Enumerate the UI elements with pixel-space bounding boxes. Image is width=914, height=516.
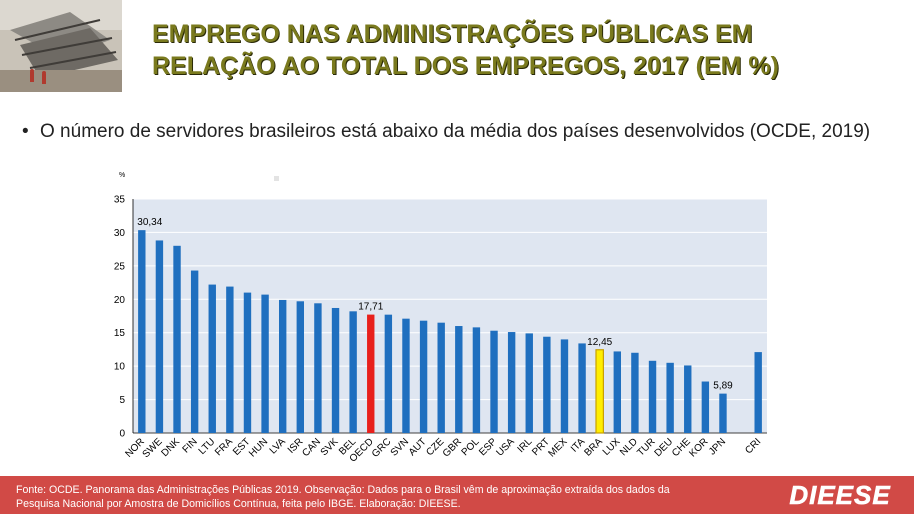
y-tick-label: 15 [114,328,126,339]
x-tick-label: TUR [635,436,657,458]
bar-hun [261,294,269,433]
x-tick-label: AUT [407,436,429,458]
x-tick-label: USA [494,436,517,459]
bar-bel [349,311,357,433]
bar-swe [155,240,164,433]
x-tick-label: SVK [319,436,341,458]
bar-prt [543,336,551,433]
bar-irl [525,333,533,433]
x-tick-label: NLD [618,436,640,458]
x-tick-label: SVN [389,436,411,458]
logo-text: DIEESE [789,480,890,510]
y-tick-label: 0 [119,429,125,440]
x-tick-label: GBR [441,436,464,459]
y-unit-label: % [119,172,125,179]
bar-oecd [367,314,375,433]
bar-cze [437,322,445,433]
y-tick-label: 30 [114,228,126,239]
x-tick-label: CRI [743,436,763,456]
bar-tur [648,360,657,433]
bar-usa [507,332,516,433]
bar-can [314,303,322,433]
data-label-nor: 30,34 [137,217,162,228]
data-label-jpn: 5,89 [713,381,733,392]
bar-chart: 05101520253035%NORSWEDNKFINLTUFRAESTHUNL… [114,172,767,465]
x-tick-label: CHE [670,436,693,459]
bar-dnk [173,245,181,433]
x-tick-label: GRC [370,436,394,460]
bullet-text: O número de servidores brasileiros está … [40,121,871,142]
bar-esp [490,330,498,433]
bar-aut [419,320,428,433]
bar-isr [296,301,305,433]
bar-nor [138,230,146,433]
y-tick-label: 20 [114,295,126,306]
x-tick-label: BRA [582,436,605,459]
data-label-bra: 12,45 [587,337,612,348]
bar-mex [560,339,569,433]
bar-pol [472,327,481,433]
slide-title: EMPREGO NAS ADMINISTRAÇÕES PÚBLICAS EM R… [152,18,892,82]
y-tick-label: 5 [119,395,125,406]
bullet-dot-icon: • [22,121,29,142]
footer-source: Fonte: OCDE. Panorama das Administrações… [16,483,776,511]
bar-lva [278,299,287,433]
x-tick-label: POL [460,436,482,458]
y-tick-label: 35 [114,195,126,206]
x-tick-label: DNK [159,436,182,459]
dieese-logo: DIEESE [776,479,904,511]
x-tick-label: DEU [653,436,676,459]
bar-fra [226,286,234,433]
y-tick-label: 10 [114,362,126,373]
x-tick-label: FIN [181,436,200,455]
x-tick-label: KOR [687,436,710,459]
bar-fin [190,270,199,433]
x-tick-label: FRA [213,436,235,458]
footer-line-2: Pesquisa Nacional por Amostra de Domicíl… [16,498,461,510]
footer-bar: Fonte: OCDE. Panorama das Administrações… [0,476,914,514]
slide-title-line-1: EMPREGO NAS ADMINISTRAÇÕES PÚBLICAS EM [152,20,753,48]
bar-svn [402,318,410,433]
plot-area [133,199,767,433]
bullet-point: • O número de servidores brasileiros est… [22,118,892,145]
bar-ltu [208,284,216,433]
bar-jpn [719,393,727,433]
x-tick-label: LTU [197,436,218,457]
bar-cri [754,352,762,433]
bar-lux [613,351,622,433]
x-tick-label: MEX [546,436,569,459]
bar-kor [701,381,710,433]
bar-svk [331,307,340,433]
x-tick-label: LUX [601,436,623,458]
bar-bra [595,349,604,434]
y-tick-label: 25 [114,261,126,272]
bar-deu [666,362,674,433]
x-tick-label: HUN [247,436,270,459]
bar-ita [578,343,586,433]
header-photo [0,0,122,92]
x-tick-label: ESP [477,436,499,458]
stray-mark [274,176,279,181]
data-label-oecd: 17,71 [358,302,383,313]
x-tick-label: JPN [707,436,728,457]
bar-gbr [455,326,463,433]
x-tick-label: CAN [300,436,323,459]
footer-line-1: Fonte: OCDE. Panorama das Administrações… [16,484,670,496]
bar-che [684,365,692,433]
bar-est [243,292,252,433]
bar-grc [384,314,393,433]
bar-nld [631,352,639,433]
x-tick-label: LVA [268,436,288,456]
slide-title-line-2: RELAÇÃO AO TOTAL DOS EMPREGOS, 2017 (EM … [152,52,779,80]
